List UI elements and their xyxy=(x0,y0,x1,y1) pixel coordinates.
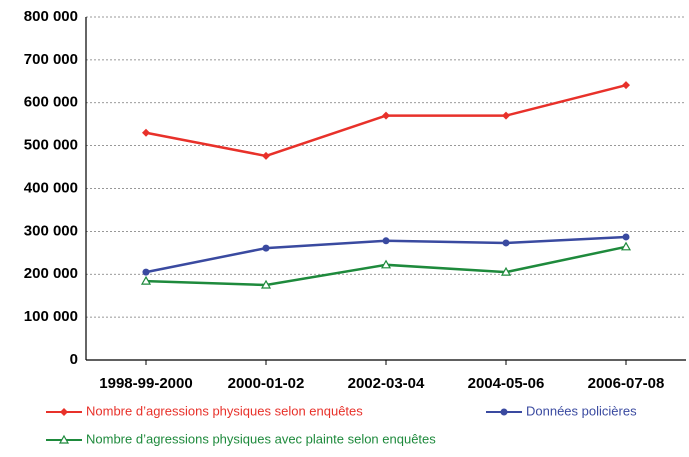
x-tick-label: 2000-01-02 xyxy=(228,375,305,392)
data-point xyxy=(142,128,150,137)
y-tick-label: 700 000 xyxy=(24,51,78,68)
data-point xyxy=(260,279,272,289)
data-point xyxy=(262,244,270,252)
legend-label: Nombre d’agressions physiques avec plain… xyxy=(86,431,436,446)
data-point xyxy=(262,151,270,160)
data-point xyxy=(502,111,510,120)
x-tick-label: 2004-05-06 xyxy=(468,375,545,392)
legend-marker xyxy=(58,434,70,444)
x-tick-label: 2006-07-08 xyxy=(588,375,665,392)
data-point xyxy=(622,233,630,241)
y-tick-label: 300 000 xyxy=(24,222,78,239)
y-tick-label: 100 000 xyxy=(24,308,78,325)
data-point xyxy=(502,239,510,247)
data-point xyxy=(382,237,390,245)
legend-label: Données policières xyxy=(526,403,637,418)
data-point xyxy=(142,268,150,276)
data-point xyxy=(620,241,632,251)
y-tick-label: 200 000 xyxy=(24,265,78,282)
x-tick-label: 2002-03-04 xyxy=(348,375,425,392)
legend-marker xyxy=(60,408,68,416)
data-point xyxy=(380,259,392,269)
data-point xyxy=(622,81,630,90)
y-tick-label: 400 000 xyxy=(24,179,78,196)
data-point xyxy=(500,266,512,276)
data-point xyxy=(140,275,152,285)
legend-marker xyxy=(500,408,508,416)
y-tick-label: 0 xyxy=(70,351,78,368)
y-tick-label: 600 000 xyxy=(24,94,78,111)
data-point xyxy=(382,111,390,120)
legend-label: Nombre d’agressions physiques selon enqu… xyxy=(86,403,363,418)
y-tick-label: 800 000 xyxy=(24,8,78,25)
y-tick-label: 500 000 xyxy=(24,137,78,154)
x-tick-label: 1998-99-2000 xyxy=(99,375,192,392)
